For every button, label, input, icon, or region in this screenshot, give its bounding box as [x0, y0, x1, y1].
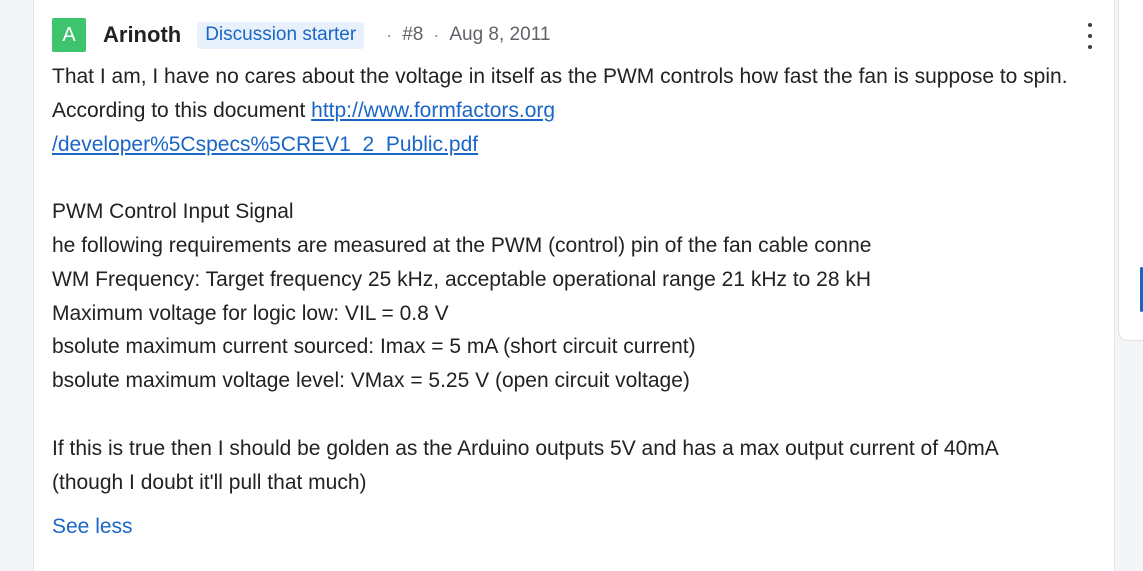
- closing-line: (though I doubt it'll pull that much): [52, 470, 367, 494]
- avatar[interactable]: A: [52, 18, 86, 52]
- post-number[interactable]: #8: [402, 24, 424, 45]
- spec-line: he following requirements are measured a…: [52, 233, 872, 257]
- see-less-button[interactable]: See less: [52, 515, 133, 538]
- side-panel: [1118, 0, 1143, 341]
- spec-line: Maximum voltage for logic low: VIL = 0.8…: [52, 301, 449, 325]
- more-options-button[interactable]: [1080, 23, 1100, 49]
- intro-text: That I am, I have no cares about the vol…: [52, 65, 1068, 122]
- intro-paragraph: That I am, I have no cares about the vol…: [52, 60, 1114, 161]
- document-link[interactable]: http://www.formfactors.org: [311, 98, 556, 122]
- more-vertical-icon: [1088, 23, 1092, 27]
- separator: ·: [433, 24, 440, 45]
- username[interactable]: Arinoth: [103, 22, 182, 47]
- spec-line: bsolute maximum voltage level: VMax = 5.…: [52, 369, 690, 393]
- spec-line: bsolute maximum current sourced: Imax = …: [52, 335, 696, 359]
- post-card: A Arinoth Discussion starter · #8 · Aug …: [33, 0, 1115, 571]
- side-scroll-indicator[interactable]: [1140, 267, 1143, 312]
- discussion-starter-badge: Discussion starter: [197, 21, 365, 49]
- closing-line: If this is true then I should be golden …: [52, 436, 999, 460]
- separator: ·: [386, 24, 393, 45]
- post-header: A Arinoth Discussion starter · #8 · Aug …: [52, 17, 550, 53]
- spec-line: WM Frequency: Target frequency 25 kHz, a…: [52, 267, 872, 291]
- post-date: Aug 8, 2011: [449, 24, 551, 45]
- post-body: That I am, I have no cares about the vol…: [52, 60, 1114, 499]
- spec-line: PWM Control Input Signal: [52, 200, 294, 224]
- document-link-continued[interactable]: /developer%5Cspecs%5CREV1_2_Public.pdf: [52, 132, 479, 156]
